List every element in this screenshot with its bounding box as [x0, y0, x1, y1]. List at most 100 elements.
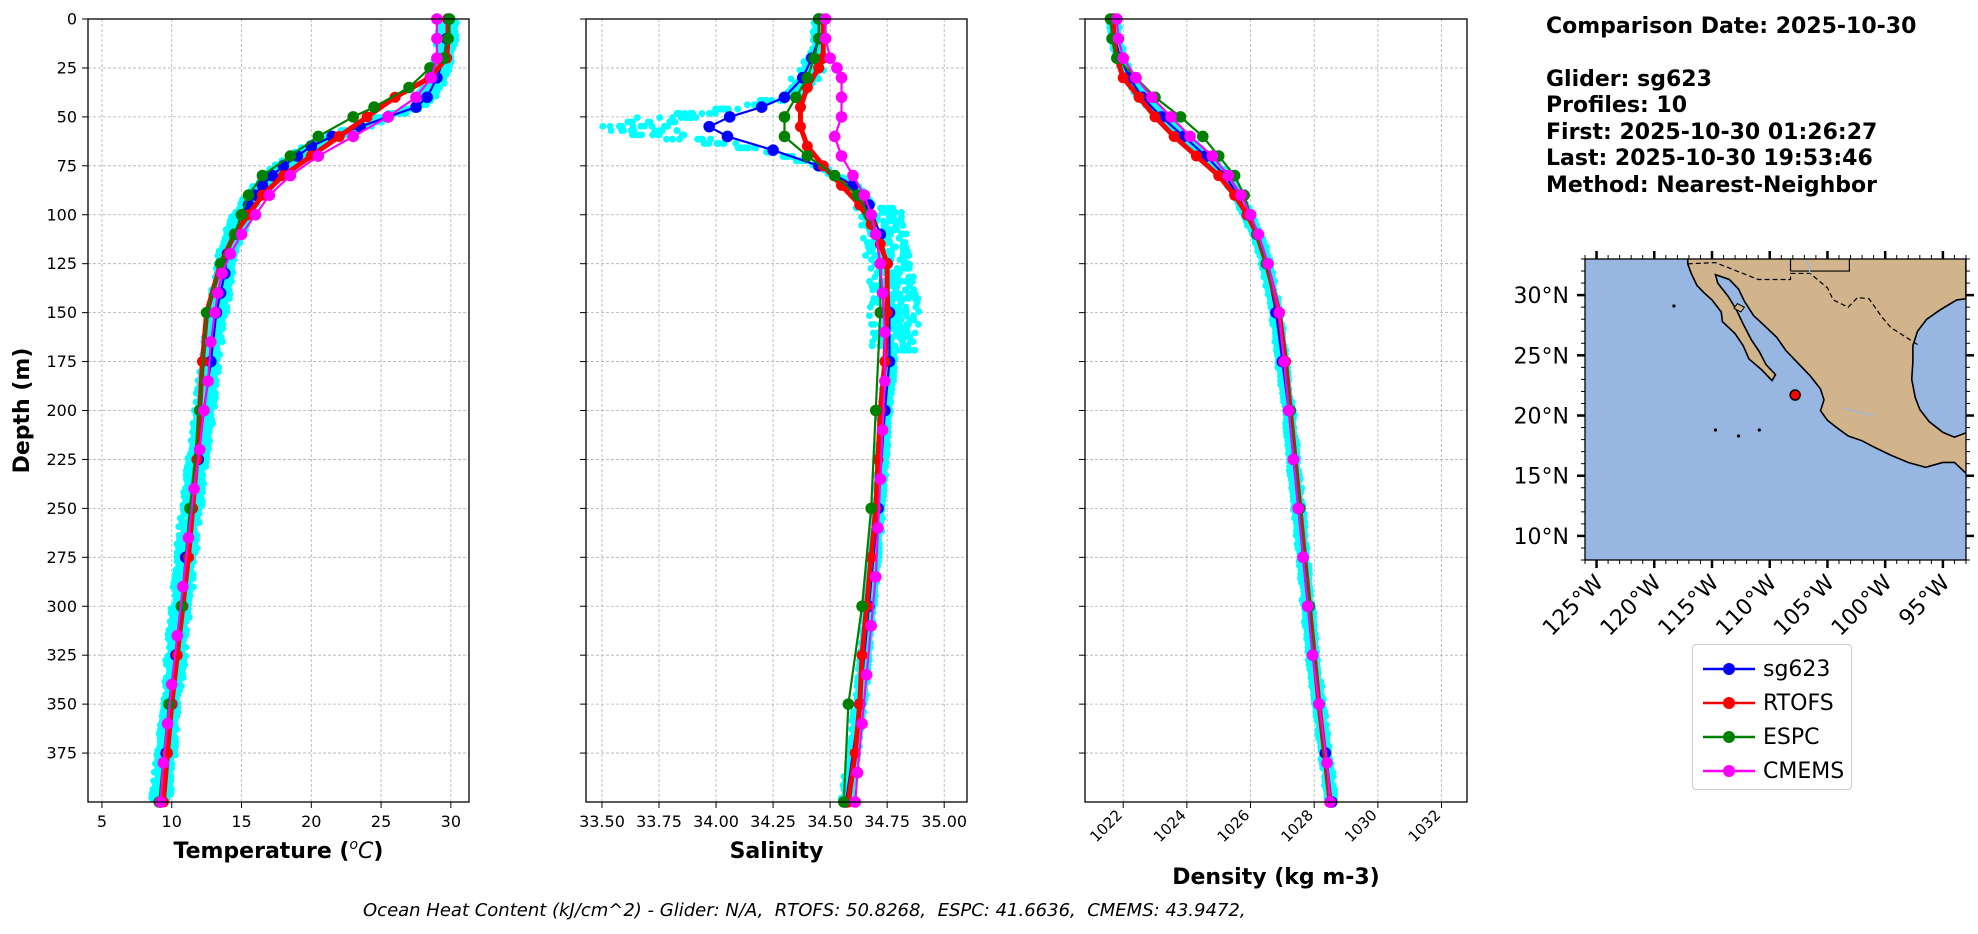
data-point	[874, 257, 887, 270]
label-part: C	[358, 839, 374, 864]
raw-point	[637, 122, 645, 130]
data-point	[403, 81, 415, 94]
data-point	[188, 483, 200, 495]
data-point	[842, 698, 855, 710]
raw-point	[150, 768, 158, 776]
raw-point	[899, 221, 907, 229]
data-point	[177, 580, 189, 593]
raw-point	[628, 131, 636, 139]
data-point	[801, 71, 814, 84]
data-point	[778, 111, 791, 123]
raw-point	[868, 342, 876, 350]
temperature-panel: 5 10 15 20 25 3002550751001251501752002252502…	[10, 10, 470, 864]
data-point	[224, 248, 237, 260]
data-point	[856, 649, 868, 661]
raw-point	[191, 540, 199, 548]
y-tick-label: 350	[46, 695, 77, 714]
data-point	[856, 600, 868, 613]
raw-point	[866, 303, 874, 311]
raw-point	[208, 402, 216, 410]
y-tick-label: 225	[46, 450, 77, 469]
data-point	[165, 678, 178, 691]
raw-point	[732, 140, 740, 147]
data-point	[865, 208, 877, 221]
raw-point	[599, 122, 607, 130]
salinity-panel: 33.50 33.75 34.00 34.25 34.50 34.75 35.00Salin…	[579, 13, 968, 864]
raw-point	[624, 118, 632, 126]
data-point	[421, 91, 433, 104]
data-point	[824, 52, 836, 64]
raw-point	[892, 316, 900, 324]
raw-point	[663, 135, 670, 143]
raw-point	[446, 62, 454, 70]
x-tick-label: 20	[301, 812, 321, 831]
raw-point	[867, 264, 875, 272]
data-point	[879, 375, 891, 387]
raw-point	[711, 109, 719, 117]
raw-point	[889, 273, 897, 281]
label-part: )	[373, 839, 383, 864]
x-tick-label: 35.00	[921, 812, 967, 831]
data-point	[431, 52, 443, 64]
raw-point	[442, 71, 450, 78]
x-tick-label: 15	[231, 812, 251, 831]
data-point	[755, 101, 768, 113]
label-part: Temperature (	[174, 839, 350, 864]
raw-point	[179, 674, 187, 681]
raw-point	[646, 118, 654, 126]
y-tick-label: 125	[46, 254, 77, 273]
data-point	[171, 649, 183, 661]
raw-point	[150, 786, 157, 793]
data-point	[193, 443, 206, 456]
raw-point	[902, 230, 910, 238]
data-point	[157, 757, 170, 769]
data-point	[161, 717, 174, 730]
data-point	[171, 629, 184, 642]
raw-point	[898, 209, 905, 216]
raw-point	[675, 109, 683, 117]
data-point	[828, 169, 841, 182]
data-point	[869, 228, 882, 241]
x-tick-label: 34.25	[750, 812, 796, 831]
raw-point	[903, 260, 911, 268]
raw-point	[671, 118, 678, 126]
data-point	[835, 111, 848, 123]
raw-point	[682, 114, 689, 122]
raw-point	[167, 777, 175, 785]
raw-point	[228, 277, 235, 285]
raw-point	[899, 252, 907, 259]
raw-point	[909, 273, 917, 281]
raw-point	[892, 243, 900, 251]
data-point	[879, 326, 891, 339]
data-point	[835, 71, 848, 84]
data-point	[256, 169, 269, 182]
raw-point	[194, 519, 201, 526]
raw-point	[902, 303, 910, 311]
raw-point	[190, 424, 198, 432]
data-point	[703, 120, 715, 133]
raw-point	[221, 303, 229, 311]
raw-point	[705, 109, 713, 117]
raw-point	[915, 308, 923, 315]
data-point	[198, 404, 210, 417]
data-point	[333, 130, 345, 142]
data-point	[801, 150, 814, 162]
y-tick-label: 375	[46, 744, 77, 763]
data-point	[778, 130, 791, 143]
raw-point	[743, 101, 751, 109]
y-tick-label: 75	[57, 156, 77, 175]
raw-point	[707, 135, 714, 143]
raw-point	[633, 114, 641, 122]
y-axis-label: Depth (m)	[10, 348, 35, 474]
raw-point	[658, 127, 666, 134]
raw-point	[217, 333, 225, 341]
data-point	[778, 91, 791, 104]
y-tick-label: 100	[46, 205, 77, 224]
raw-point	[226, 295, 233, 302]
raw-point	[680, 131, 688, 139]
data-point	[249, 208, 262, 221]
data-point	[876, 424, 889, 436]
data-point	[182, 531, 195, 544]
raw-point	[453, 19, 460, 27]
